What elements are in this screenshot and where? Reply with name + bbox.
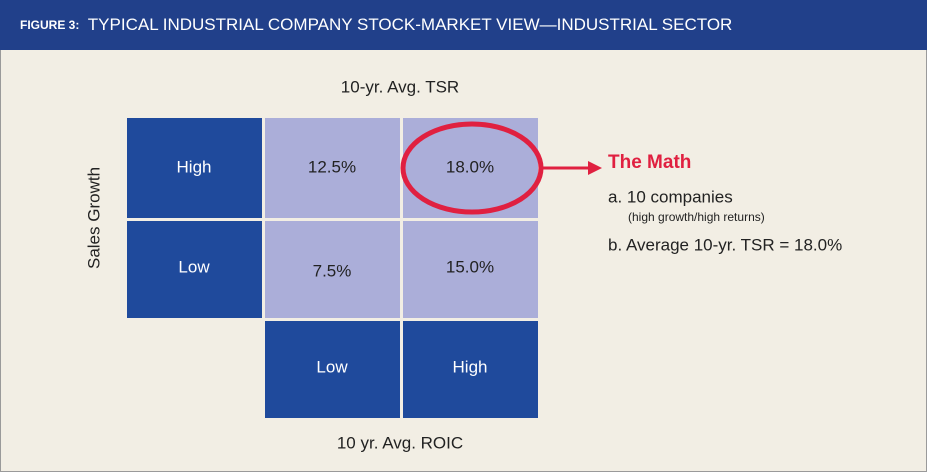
row-label: Low: [178, 257, 210, 276]
cell-value: 7.5%: [313, 261, 352, 280]
cell-value: 18.0%: [446, 157, 494, 176]
cell: [403, 221, 538, 318]
column-header: [265, 321, 400, 418]
header-band: [0, 0, 927, 50]
callout-item: b. Average 10-yr. TSR = 18.0%: [608, 235, 842, 254]
figure-title: TYPICAL INDUSTRIAL COMPANY STOCK-MARKET …: [88, 15, 733, 34]
cell-value: 12.5%: [308, 157, 356, 176]
arrow-head: [588, 161, 602, 175]
cell: [265, 118, 400, 218]
side-label: Sales Growth: [84, 167, 103, 269]
bottom-label: 10 yr. Avg. ROIC: [337, 433, 463, 452]
header-text: FIGURE 3: TYPICAL INDUSTRIAL COMPANY STO…: [20, 15, 732, 34]
cell: [265, 221, 400, 318]
top-label: 10-yr. Avg. TSR: [341, 77, 459, 96]
callout-item: a. 10 companies: [608, 187, 733, 206]
callout-note: (high growth/high returns): [628, 210, 765, 224]
row-header: [127, 118, 262, 218]
column-header: [403, 321, 538, 418]
column-label: High: [453, 357, 488, 376]
row-label: High: [177, 157, 212, 176]
row-header: [127, 221, 262, 318]
figure-label: FIGURE 3:: [20, 18, 79, 32]
callout-title: The Math: [608, 152, 691, 173]
column-label: Low: [316, 357, 348, 376]
cell-value: 15.0%: [446, 257, 494, 276]
